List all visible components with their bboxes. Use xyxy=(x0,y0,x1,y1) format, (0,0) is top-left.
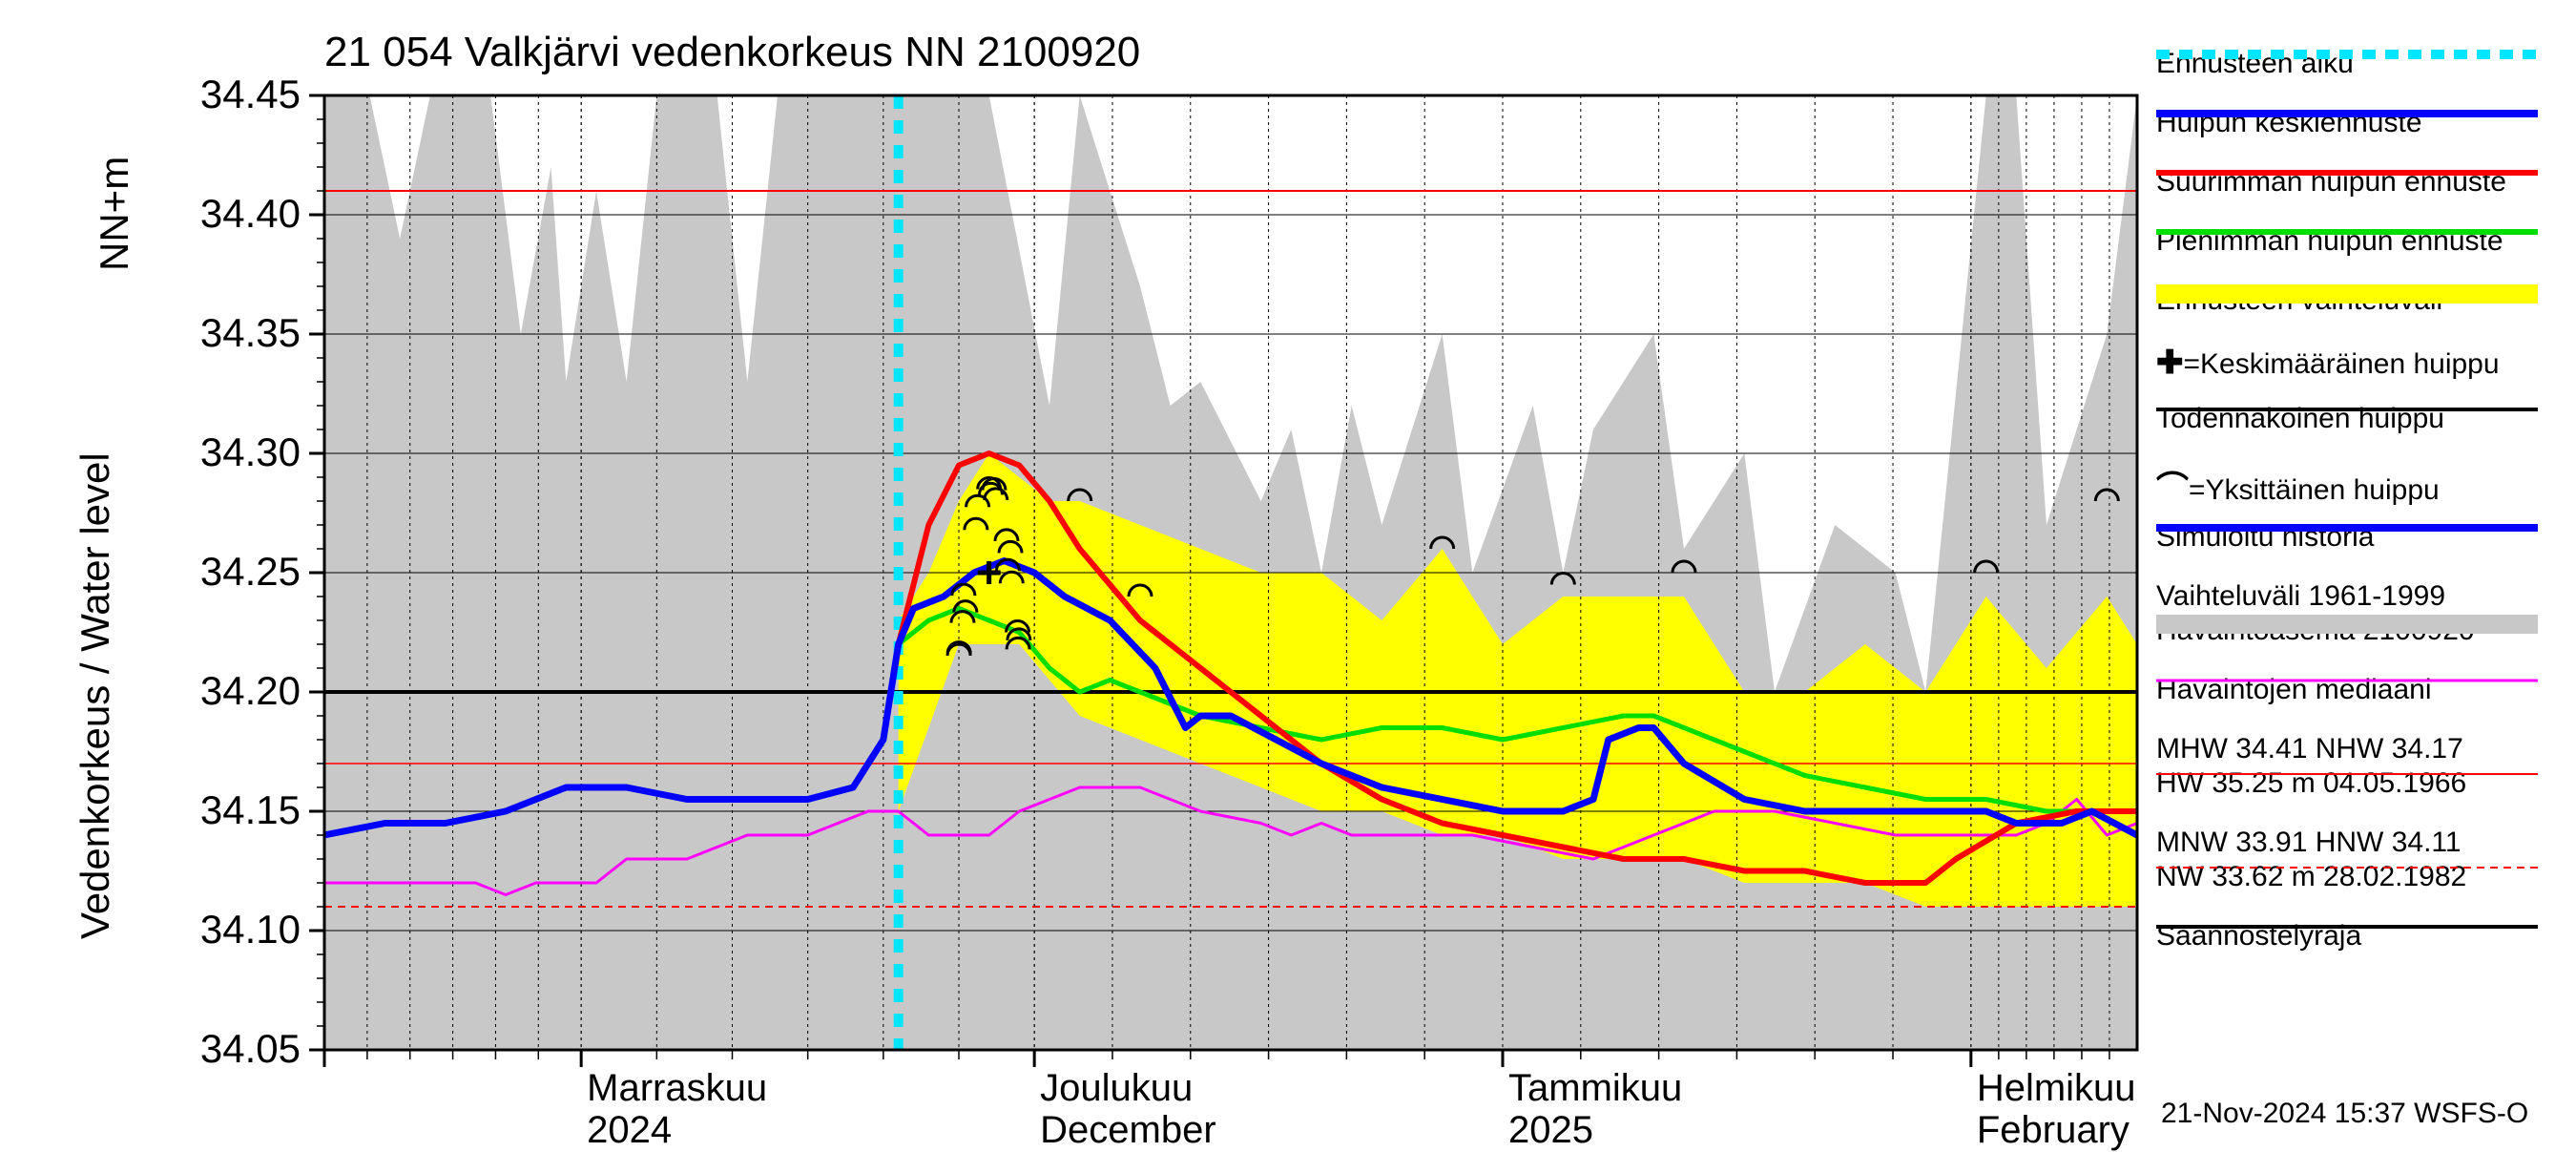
legend-peak_max: Suurimman huipun ennuste xyxy=(2156,166,2506,199)
legend-forecast_start: Ennusteen alku xyxy=(2156,48,2354,80)
legend-nw: NW 33.62 m 28.02.1982 xyxy=(2156,861,2466,893)
legend-line-swatch xyxy=(2156,225,2538,239)
legend-median: Havaintojen mediaani xyxy=(2156,674,2432,706)
legend-band-swatch xyxy=(2156,615,2538,634)
legend-label: MNW 33.91 HNW 34.11 xyxy=(2156,827,2462,858)
legend-line-swatch xyxy=(2156,920,2538,933)
y-tick-label: 34.15 xyxy=(157,787,301,833)
legend-peak_min: Pienimmän huipun ennuste xyxy=(2156,225,2503,258)
legend-symbol-icon: ✚ xyxy=(2156,345,2184,381)
y-tick-label: 34.10 xyxy=(157,907,301,953)
footer-timestamp: 21-Nov-2024 15:37 WSFS-O xyxy=(2161,1098,2528,1130)
x-tick-sublabel: 2024 xyxy=(587,1109,672,1152)
y-tick-label: 34.30 xyxy=(157,429,301,475)
x-tick-label: Tammikuu xyxy=(1508,1067,1682,1110)
legend-label: =Yksittäinen huippu xyxy=(2189,474,2440,506)
legend-line-swatch xyxy=(2156,48,2538,61)
legend-sim_history: Simuloitu historia xyxy=(2156,521,2374,554)
legend-line-swatch xyxy=(2156,674,2538,687)
legend-station: Havaintoasema 2100920 xyxy=(2156,615,2475,647)
legend-line-swatch xyxy=(2156,861,2538,874)
x-tick-label: Joulukuu xyxy=(1040,1067,1193,1110)
legend-avg_peak: ✚=Keskimääräinen huippu xyxy=(2156,344,2500,382)
y-tick-label: 34.35 xyxy=(157,310,301,356)
x-tick-sublabel: 2025 xyxy=(1508,1109,1593,1152)
legend-symbol-icon: ⌒ xyxy=(2156,471,2189,507)
legend-line-swatch xyxy=(2156,767,2538,781)
legend-line-swatch xyxy=(2156,521,2538,534)
x-tick-label: Helmikuu xyxy=(1977,1067,2136,1110)
legend-single_peak: ⌒=Yksittäinen huippu xyxy=(2156,462,2440,509)
legend-label: Vaihteluväli 1961-1999 xyxy=(2156,580,2445,612)
y-tick-label: 34.20 xyxy=(157,668,301,714)
legend-band-swatch xyxy=(2156,284,2538,304)
x-tick-sublabel: February xyxy=(1977,1109,2129,1152)
legend-peak_mean: Huipun keskiennuste xyxy=(2156,107,2422,139)
y-tick-label: 34.45 xyxy=(157,72,301,117)
legend-hist_range: Vaihteluväli 1961-1999 xyxy=(2156,580,2445,613)
y-tick-label: 34.25 xyxy=(157,549,301,595)
x-tick-sublabel: December xyxy=(1040,1109,1216,1152)
legend-hw: HW 35.25 m 04.05.1966 xyxy=(2156,767,2466,800)
legend-line-swatch xyxy=(2156,403,2538,416)
x-tick-label: Marraskuu xyxy=(587,1067,767,1110)
legend-line-swatch xyxy=(2156,107,2538,120)
legend-label: MHW 34.41 NHW 34.17 xyxy=(2156,733,2463,765)
chart-container: 21 054 Valkjärvi vedenkorkeus NN 2100920… xyxy=(0,0,2576,1145)
legend-mhw: MHW 34.41 NHW 34.17 xyxy=(2156,733,2463,765)
y-tick-label: 34.05 xyxy=(157,1026,301,1072)
legend-probable_peak: Todennäköinen huippu xyxy=(2156,403,2444,435)
y-tick-label: 34.40 xyxy=(157,191,301,237)
legend-label: =Keskimääräinen huippu xyxy=(2184,348,2500,380)
legend-mnw: MNW 33.91 HNW 34.11 xyxy=(2156,827,2462,859)
legend-line-swatch xyxy=(2156,166,2538,179)
legend-regulation: Säännöstelyraja xyxy=(2156,920,2361,953)
legend-range: Ennusteen vaihteluväli xyxy=(2156,284,2442,317)
